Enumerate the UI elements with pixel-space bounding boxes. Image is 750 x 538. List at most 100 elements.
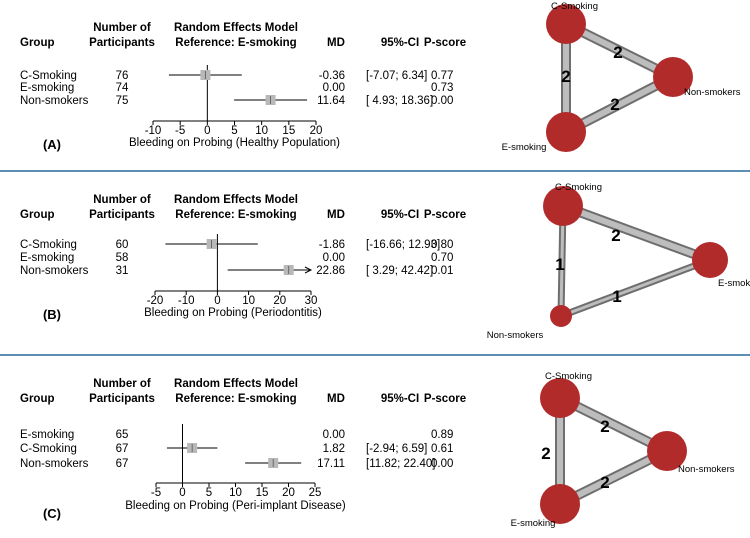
network-edge-label: 2	[600, 417, 609, 436]
x-tick-label: -10	[178, 295, 195, 307]
row-ci: [-7.07; 6.34]	[366, 70, 427, 82]
row-ci: [ 3.29; 42.42]	[366, 265, 433, 277]
network-node-label: Non-smokers	[684, 87, 741, 98]
forest-plot-a: Group Number of Participants Random Effects…	[20, 1, 741, 153]
row-group-label: C-Smoking	[20, 70, 77, 82]
row-participants: 31	[116, 265, 129, 277]
network-node-label: E-smoking	[502, 142, 547, 153]
network-node-label: E-smoking	[511, 518, 556, 529]
panel-b: Group Number of Participants Random Effects…	[0, 172, 750, 356]
x-tick-label: -5	[175, 125, 185, 137]
header-number-line1: Number of	[93, 22, 151, 34]
forest-plot-c: Group Number of Participants Random Effects…	[20, 371, 735, 529]
row-pscore: 0.77	[431, 70, 453, 82]
header-pscore: P-score	[424, 393, 466, 405]
header-number-line1: Number of	[93, 194, 151, 206]
x-tick-label: 15	[282, 125, 295, 137]
network-edge-label: 1	[612, 287, 621, 306]
header-number-line2: Participants	[89, 209, 155, 221]
header-number-line1: Number of	[93, 378, 151, 390]
row-md: -0.36	[319, 70, 345, 82]
row-group-label: E-smoking	[20, 252, 74, 264]
network-edge-label: 1	[555, 255, 564, 274]
x-tick-label: 5	[231, 125, 237, 137]
x-axis-label: Bleeding on Probing (Peri-implant Diseas…	[125, 500, 346, 512]
row-md: 0.00	[323, 252, 345, 264]
row-group-label: Non-smokers	[20, 95, 89, 107]
row-participants: 65	[116, 429, 129, 441]
row-md: 0.00	[323, 82, 345, 94]
row-participants: 74	[116, 82, 129, 94]
header-model-line2: Reference: E-smoking	[175, 209, 296, 221]
row-md: 1.82	[323, 443, 345, 455]
x-tick-label: 0	[179, 487, 185, 499]
ci-arrow	[304, 266, 313, 274]
network-edge	[560, 258, 711, 318]
x-tick-label: 15	[256, 487, 269, 499]
network-node	[550, 305, 572, 327]
panel-label: (B)	[43, 307, 61, 322]
x-tick-label: 10	[229, 487, 242, 499]
x-tick-label: 20	[273, 295, 286, 307]
x-tick-label: -10	[145, 125, 162, 137]
row-md: -1.86	[319, 239, 345, 251]
row-participants: 58	[116, 252, 129, 264]
row-pscore: 0.80	[431, 239, 453, 251]
row-group-label: E-smoking	[20, 82, 74, 94]
header-group: Group	[20, 209, 55, 221]
network-node-label: Non-smokers	[678, 464, 735, 475]
x-tick-label: 0	[214, 295, 220, 307]
row-ci: [11.82; 22.40]	[366, 458, 435, 470]
header-number-line2: Participants	[89, 37, 155, 49]
header-ci: 95%-CI	[381, 209, 419, 221]
x-tick-label: -20	[147, 295, 164, 307]
row-participants: 67	[116, 443, 129, 455]
network-edge-label: 2	[610, 95, 619, 114]
row-pscore: 0.73	[431, 82, 453, 94]
header-model-line2: Reference: E-smoking	[175, 37, 296, 49]
row-pscore: 0.61	[431, 443, 453, 455]
network-node	[647, 431, 687, 471]
x-tick-label: 20	[310, 125, 323, 137]
row-participants: 60	[116, 239, 129, 251]
header-model-line1: Random Effects Model	[174, 22, 298, 34]
row-participants: 75	[116, 95, 129, 107]
x-tick-label: 10	[255, 125, 268, 137]
row-participants: 67	[116, 458, 129, 470]
network-node	[540, 378, 580, 418]
network-edge-label: 2	[600, 473, 609, 492]
panel-label: (C)	[43, 506, 61, 521]
x-tick-label: 25	[309, 487, 322, 499]
row-ci: [ 4.93; 18.36]	[366, 95, 433, 107]
header-model-line2: Reference: E-smoking	[175, 393, 296, 405]
network-node	[543, 186, 583, 226]
row-pscore: 0.00	[431, 458, 453, 470]
network-node-label: C-Smoking	[551, 1, 598, 12]
network-node-label: Non-smokers	[487, 330, 544, 341]
network-node-label: C-Smoking	[545, 371, 592, 382]
row-md: 22.86	[316, 265, 345, 277]
header-ci: 95%-CI	[381, 393, 419, 405]
row-group-label: Non-smokers	[20, 265, 89, 277]
row-group-label: C-Smoking	[20, 239, 77, 251]
row-ci: [-2.94; 6.59]	[366, 443, 427, 455]
network-node-label: E-smoking	[718, 278, 750, 289]
header-pscore: P-score	[424, 209, 466, 221]
header-model-line1: Random Effects Model	[174, 378, 298, 390]
row-group-label: Non-smokers	[20, 458, 89, 470]
header-ci: 95%-CI	[381, 37, 419, 49]
panel-a: Group Number of Participants Random Effects…	[0, 0, 750, 172]
x-tick-label: 30	[305, 295, 318, 307]
network-edge	[564, 74, 675, 135]
network-node-label: C-Smoking	[555, 182, 602, 193]
header-model-line1: Random Effects Model	[174, 194, 298, 206]
network-edge-label: 2	[541, 444, 550, 463]
network-node	[692, 242, 728, 278]
header-group: Group	[20, 37, 55, 49]
x-tick-label: 0	[204, 125, 210, 137]
row-md: 0.00	[323, 429, 345, 441]
row-pscore: 0.00	[431, 95, 453, 107]
x-axis-label: Bleeding on Probing (Periodontitis)	[144, 307, 322, 319]
network-node	[540, 484, 580, 524]
row-pscore: 0.89	[431, 429, 453, 441]
